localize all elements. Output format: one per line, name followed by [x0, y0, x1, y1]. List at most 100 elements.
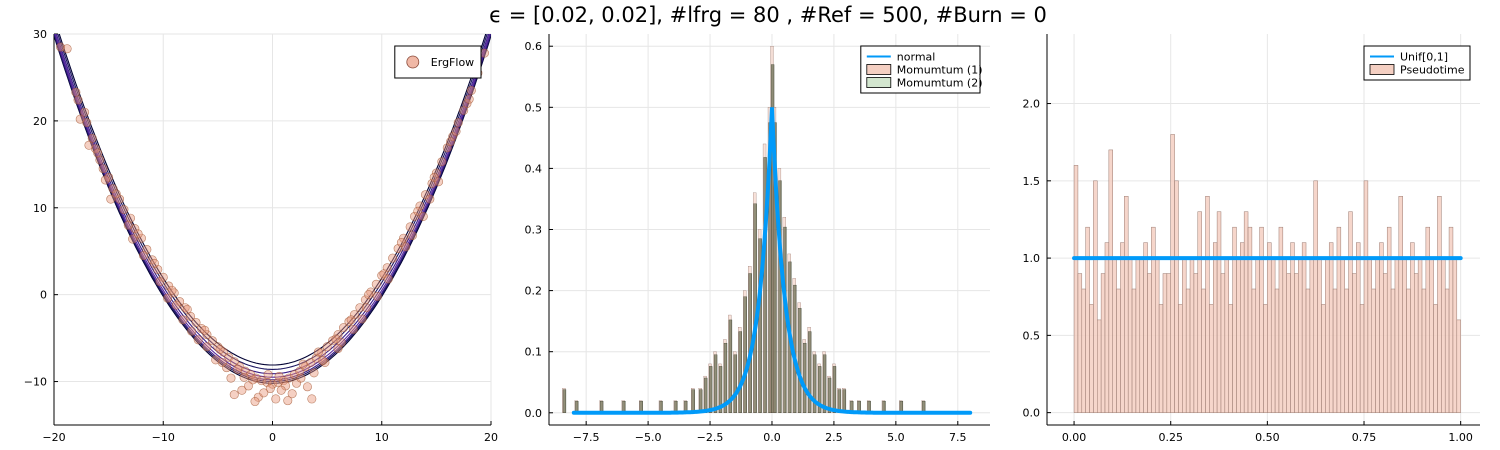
- legend-label: normal: [897, 51, 936, 64]
- hist-bar-momentum-2: [808, 331, 812, 413]
- scatter-point: [372, 291, 382, 301]
- scatter-point: [239, 372, 249, 382]
- scatter-point: [229, 390, 239, 400]
- contour-line: [54, 34, 491, 383]
- hist-bar-pseudotime: [1321, 304, 1326, 413]
- hist-bar-momentum-2: [713, 354, 718, 413]
- hist-bar-pseudotime: [1077, 273, 1083, 413]
- x-tick-label: 0.50: [1255, 431, 1280, 444]
- scatter-point: [98, 164, 108, 174]
- x-tick-label: 10: [375, 431, 389, 444]
- scatter-point: [155, 277, 165, 287]
- y-tick-label: 0: [40, 289, 47, 302]
- scatter-point: [217, 357, 227, 367]
- hist-bar-momentum-2: [718, 366, 723, 413]
- hist-bar-pseudotime: [1216, 211, 1222, 413]
- hist-bar-pseudotime: [1298, 257, 1303, 413]
- scatter-point: [298, 359, 308, 369]
- scatter-point: [123, 220, 133, 230]
- hist-bar-pseudotime: [1363, 180, 1369, 413]
- hist-bar-pseudotime: [1386, 226, 1392, 413]
- y-tick-label: −10: [24, 376, 47, 389]
- hist-bar-pseudotime: [1205, 196, 1210, 413]
- scatter-point: [355, 303, 365, 313]
- hist-bar-momentum-2: [709, 366, 713, 413]
- scatter-point: [265, 384, 275, 394]
- hist-bar-pseudotime: [1417, 257, 1423, 413]
- hist-bar-pseudotime: [1108, 149, 1113, 413]
- hist-bar-pseudotime: [1290, 242, 1295, 413]
- scatter-point: [226, 373, 236, 383]
- hist-bar-pseudotime: [1139, 257, 1144, 413]
- hist-bar-pseudotime: [1212, 242, 1218, 413]
- y-tick-label: 0.0: [1023, 407, 1041, 420]
- hist-bar-pseudotime: [1371, 288, 1376, 413]
- scatter-point: [95, 155, 105, 165]
- hist-bar-pseudotime: [1425, 226, 1430, 413]
- scatter-point: [388, 253, 398, 263]
- hist-bar-pseudotime: [1228, 304, 1233, 413]
- hist-bar-pseudotime: [1448, 226, 1454, 413]
- hist-bar-pseudotime: [1236, 257, 1241, 413]
- y-tick-label: 10: [33, 202, 47, 215]
- plot-area: [562, 46, 973, 415]
- scatter-point: [348, 324, 358, 334]
- scatter-point: [399, 233, 409, 243]
- hist-bar-pseudotime: [1255, 257, 1260, 413]
- hist-bar-pseudotime: [1085, 226, 1090, 413]
- hist-bar-momentum-2: [562, 389, 567, 413]
- legend: ErgFlow: [394, 45, 482, 79]
- hist-bar-pseudotime: [1112, 257, 1117, 413]
- panel-pseudotime-histogram: 0.00 0.25 0.50 0.75 1.00 0.0 0.5 1.0 1.5 2.0 Unif[…: [1023, 34, 1480, 444]
- hist-bar-pseudotime: [1328, 242, 1334, 413]
- hist-bar-pseudotime: [1097, 319, 1102, 413]
- legend-patch-swatch: [866, 77, 892, 88]
- scatter-point: [415, 201, 425, 211]
- scatter-point: [407, 231, 417, 241]
- hist-bar-pseudotime: [1093, 180, 1098, 413]
- scatter-point: [313, 347, 323, 357]
- hist-bar-momentum-2: [842, 389, 847, 413]
- hist-bar-pseudotime: [1081, 288, 1086, 413]
- scatter-point: [437, 157, 447, 167]
- x-tick-label: 0.25: [1158, 431, 1183, 444]
- hist-bar-pseudotime: [1189, 257, 1195, 413]
- legend: Unif[0,1]Pseudotime: [1363, 45, 1471, 81]
- scatter-point: [182, 304, 192, 314]
- scatter-point: [167, 285, 177, 295]
- scatter-point: [283, 396, 293, 406]
- legend-patch-swatch: [866, 64, 892, 75]
- hist-bar-pseudotime: [1433, 304, 1438, 413]
- y-tick-label: 0.1: [525, 346, 543, 359]
- panel-momentum-histogram: −7.5 −5.0 −2.5 0.0 2.5 5.0 7.5 0.0 0.1 0.2 0.3 0.4 0…: [525, 34, 990, 444]
- normal-density-curve: [571, 107, 973, 415]
- hist-bar-pseudotime: [1240, 242, 1245, 413]
- scatter-point: [418, 211, 428, 221]
- scatter-point: [250, 397, 260, 407]
- hist-bar-pseudotime: [1429, 257, 1434, 413]
- hist-bar-momentum-2: [723, 342, 728, 413]
- hist-bar-pseudotime: [1124, 196, 1129, 413]
- scatter-point: [267, 379, 277, 389]
- x-tick-label: 7.5: [949, 431, 967, 444]
- legend-label: Momumtum (2): [897, 77, 983, 90]
- hist-bar-pseudotime: [1193, 273, 1199, 413]
- scatter-point: [309, 368, 319, 378]
- x-tick-label: 0: [269, 431, 276, 444]
- y-tick-label: 2.0: [1023, 98, 1041, 111]
- x-tick-label: −10: [152, 431, 175, 444]
- scatter-point: [163, 293, 173, 303]
- scatter-point: [257, 376, 267, 386]
- hist-bar-pseudotime: [1356, 242, 1361, 413]
- x-tick-label: 2.5: [825, 431, 843, 444]
- x-tick-label: 0.75: [1352, 431, 1377, 444]
- scatter-point: [346, 315, 356, 325]
- scatter-point: [100, 175, 110, 185]
- scatter-point: [410, 211, 420, 221]
- scatter-point: [361, 303, 371, 313]
- hist-bar-pseudotime: [1456, 319, 1461, 413]
- scatter-point: [171, 300, 181, 310]
- hist-bar-pseudotime: [1375, 257, 1380, 413]
- hist-bar-pseudotime: [1309, 257, 1315, 413]
- scatter-point: [333, 330, 343, 340]
